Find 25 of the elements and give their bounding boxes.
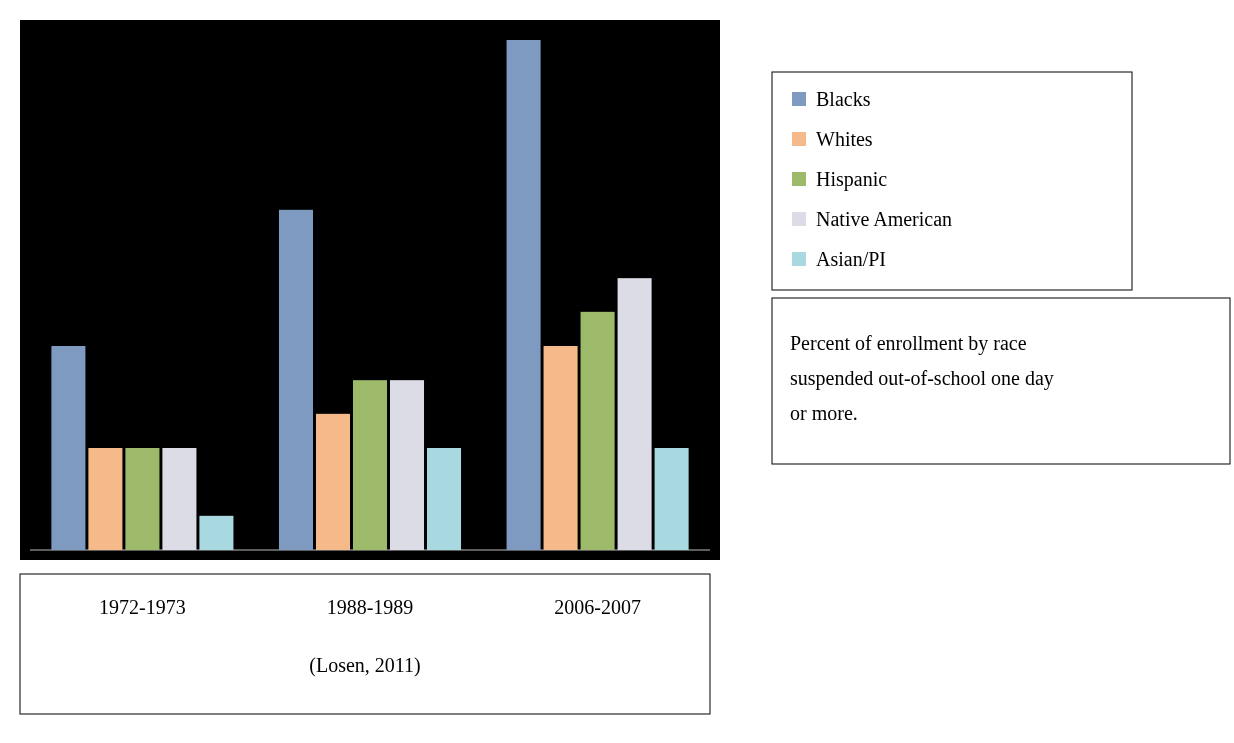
legend-label: Asian/PI [816, 248, 886, 270]
bar [506, 40, 541, 550]
bar [51, 346, 86, 550]
bar [389, 380, 425, 550]
x-tick-label: 2006-2007 [554, 596, 641, 618]
bar [543, 346, 578, 550]
bar [125, 448, 160, 550]
bar [352, 380, 388, 550]
bar [315, 413, 351, 550]
text: Percent of enrollment by race suspended out-of-school one day or more. [790, 332, 1054, 424]
bar [88, 448, 123, 550]
legend-label: Native American [816, 208, 953, 230]
x-tick-label: 1972-1973 [99, 596, 186, 618]
bar [617, 278, 652, 550]
legend-label: Hispanic [816, 168, 888, 191]
legend-label: Blacks [816, 88, 871, 110]
legend-label: Whites [816, 128, 873, 150]
x-tick-label: 1988-1989 [326, 596, 414, 618]
bar [426, 448, 462, 550]
bar [580, 311, 615, 550]
text: (Losen, 2011) [309, 654, 421, 677]
bar [278, 209, 314, 550]
bar [162, 448, 197, 550]
bar [654, 448, 689, 550]
bar [199, 515, 234, 550]
